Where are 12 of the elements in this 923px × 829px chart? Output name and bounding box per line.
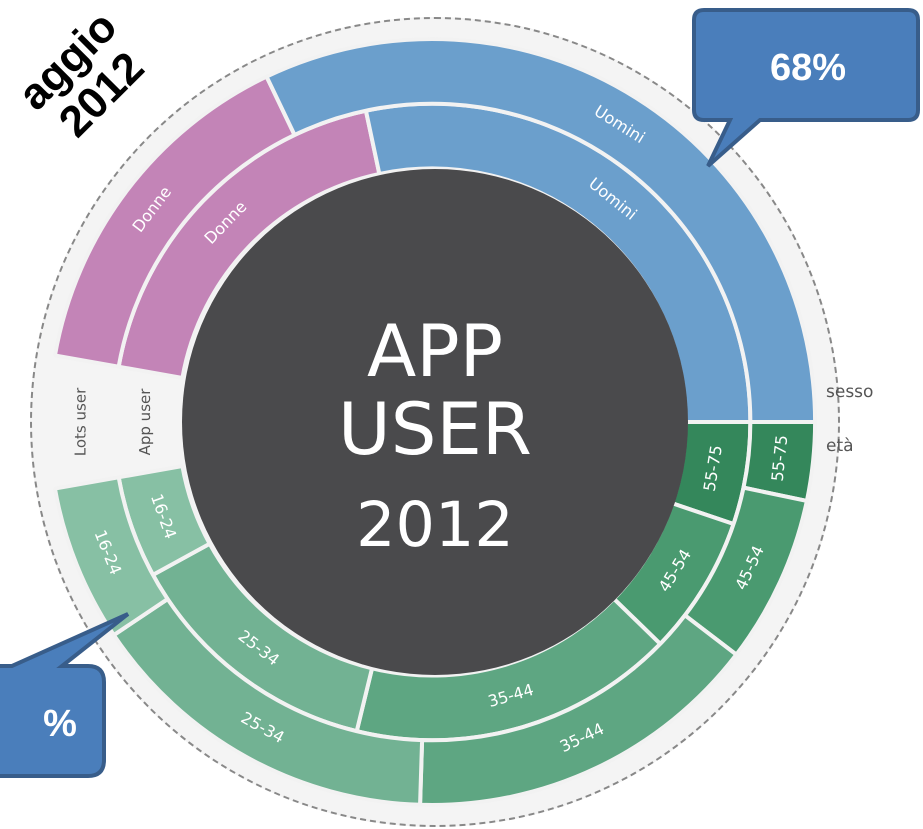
- text: sesso: [826, 382, 874, 402]
- text: APP USER: [337, 309, 533, 471]
- slice-label: 55-75: [700, 444, 726, 493]
- slice-label: Lots user: [71, 386, 90, 456]
- text: 2012: [355, 488, 515, 561]
- slice-label: 35-44: [486, 680, 536, 712]
- slice-label: 55-75: [768, 434, 792, 482]
- slice-label: 16-24: [146, 491, 180, 542]
- text: età: [826, 436, 854, 456]
- slice-label: 16-24: [90, 527, 126, 578]
- slice-label: App user: [136, 388, 154, 456]
- slice-label: 45-54: [731, 542, 768, 593]
